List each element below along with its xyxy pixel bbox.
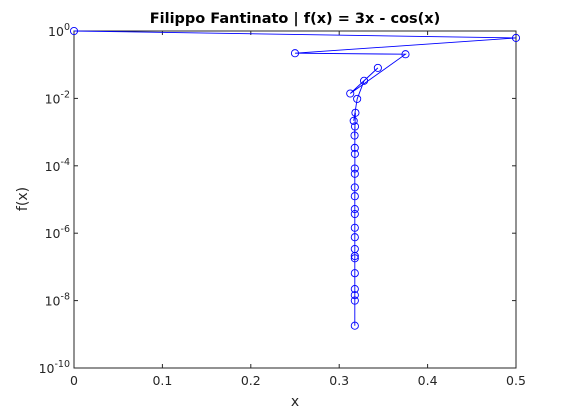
y-tick-label-base: 10: [45, 159, 61, 174]
chart-title: Filippo Fantinato | f(x) = 3x - cos(x): [150, 11, 441, 27]
data-point: [350, 233, 359, 242]
data-point: [350, 223, 359, 232]
y-axis-label: f(x): [15, 187, 31, 211]
y-tick-label-exponent: -10: [54, 359, 70, 370]
y-tick-label: 100: [48, 22, 70, 39]
y-tick-label-base: 10: [45, 91, 61, 106]
data-point: [350, 269, 359, 278]
data-point: [350, 291, 359, 300]
y-tick-label-base: 10: [39, 361, 55, 376]
series-line: [73, 30, 517, 326]
y-tick-label: 10-6: [45, 224, 70, 241]
data-point: [351, 108, 360, 117]
x-tick-label: 0.1: [152, 373, 172, 388]
data-point: [349, 116, 358, 125]
x-tick-label: 0.5: [506, 373, 526, 388]
data-point: [290, 49, 300, 58]
series-layer: [69, 26, 521, 330]
data-point: [346, 89, 355, 98]
y-tick-label-exponent: -2: [61, 89, 70, 100]
y-tick-label-exponent: 0: [64, 22, 70, 33]
data-point: [69, 26, 79, 36]
data-point: [350, 192, 359, 201]
data-point: [350, 254, 359, 263]
y-tick-label-exponent: -6: [61, 224, 70, 235]
y-tick-label-base: 10: [48, 24, 64, 39]
x-tick-label: 0.4: [418, 373, 438, 388]
data-point: [360, 76, 369, 85]
data-point: [373, 63, 382, 72]
data-point: [350, 296, 359, 305]
data-point: [350, 164, 359, 173]
data-point: [350, 205, 359, 214]
data-point: [401, 50, 410, 59]
x-tick-label: 0.2: [241, 373, 261, 388]
y-tick-label-exponent: -8: [61, 292, 70, 303]
data-point: [350, 169, 359, 178]
data-point: [350, 143, 359, 152]
plot-area: [73, 30, 517, 369]
y-tick-label: 10-8: [45, 292, 70, 309]
y-tick-label-base: 10: [45, 294, 61, 309]
y-tick-label: 10-10: [39, 359, 70, 376]
x-axis-label: x: [291, 394, 299, 410]
y-tick-label-base: 10: [45, 226, 61, 241]
y-tick-label: 10-2: [45, 89, 70, 106]
x-tick-label: 0: [70, 373, 78, 388]
y-tick-label-exponent: -4: [61, 157, 70, 168]
x-axis-ticks: 0 0.1 0.2 0.3 0.4 0.5: [70, 31, 526, 388]
data-point: [350, 210, 359, 219]
y-tick-label: 10-4: [45, 157, 70, 174]
data-point: [350, 183, 359, 192]
data-point: [353, 94, 362, 103]
data-point: [350, 285, 359, 294]
data-point: [350, 131, 359, 140]
data-point: [350, 122, 360, 131]
data-point: [350, 321, 359, 330]
x-tick-label: 0.3: [329, 373, 349, 388]
data-point: [350, 149, 359, 158]
data-point: [511, 33, 521, 42]
data-point: [350, 251, 359, 261]
